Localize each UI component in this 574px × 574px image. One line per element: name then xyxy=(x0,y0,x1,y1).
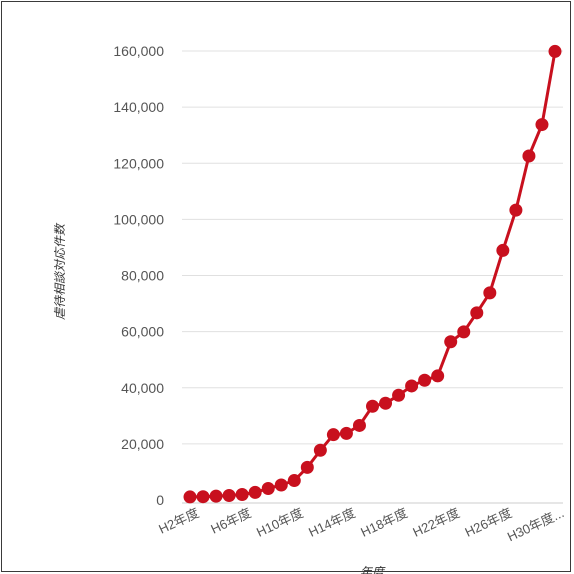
data-point xyxy=(235,487,249,501)
y-axis-ticks: 0 20,000 40,000 60,000 80,000 100,000 120,000 1… xyxy=(113,43,164,508)
gridlines xyxy=(182,50,563,445)
data-point xyxy=(405,379,419,393)
data-point xyxy=(470,306,484,320)
data-point xyxy=(326,428,340,442)
data-point xyxy=(339,426,353,440)
data-point xyxy=(183,490,197,504)
data-point xyxy=(261,481,275,495)
x-tick-label: H14年度 xyxy=(306,505,358,540)
data-point xyxy=(313,443,327,457)
x-axis-title: 年度 xyxy=(360,565,386,574)
data-point xyxy=(274,478,288,492)
y-tick-label: 100,000 xyxy=(113,211,164,227)
data-point xyxy=(209,489,223,503)
y-tick-label: 160,000 xyxy=(113,43,164,59)
x-tick-label: H2年度 xyxy=(156,505,201,537)
x-tick-label: H30年度... xyxy=(505,505,566,544)
y-tick-label: 120,000 xyxy=(113,155,164,171)
x-tick-label: H22年度 xyxy=(410,505,462,540)
y-tick-label: 140,000 xyxy=(113,99,164,115)
series-line xyxy=(189,51,557,499)
x-tick-label: H18年度 xyxy=(358,505,410,540)
data-point xyxy=(509,203,523,217)
y-axis-title: 虐待相談対応件数 xyxy=(53,222,67,320)
x-tick-label: H10年度 xyxy=(254,505,306,540)
data-point xyxy=(196,490,210,504)
data-point xyxy=(379,396,393,410)
data-point xyxy=(431,369,445,383)
data-point xyxy=(548,44,562,58)
y-tick-label: 60,000 xyxy=(121,324,164,340)
y-tick-label: 20,000 xyxy=(121,436,164,452)
series-points xyxy=(183,44,562,504)
y-tick-label: 40,000 xyxy=(121,380,164,396)
data-point xyxy=(287,474,301,488)
data-point xyxy=(248,485,262,499)
data-point xyxy=(392,388,406,402)
data-point xyxy=(483,286,497,300)
x-tick-label: H6年度 xyxy=(208,505,253,537)
data-point xyxy=(300,460,314,474)
data-point xyxy=(222,488,236,502)
data-point xyxy=(535,118,549,132)
data-point xyxy=(457,325,471,339)
data-point xyxy=(444,335,458,349)
y-tick-label: 0 xyxy=(156,492,164,508)
data-point xyxy=(352,418,366,432)
data-point xyxy=(496,243,510,257)
y-tick-label: 80,000 xyxy=(121,268,164,284)
data-point xyxy=(418,373,432,387)
x-axis-ticks: H2年度 H6年度 H10年度 H14年度 H18年度 H22年度 H26年度H30年度..… xyxy=(156,505,566,544)
data-point xyxy=(522,149,536,163)
data-point xyxy=(366,399,379,413)
